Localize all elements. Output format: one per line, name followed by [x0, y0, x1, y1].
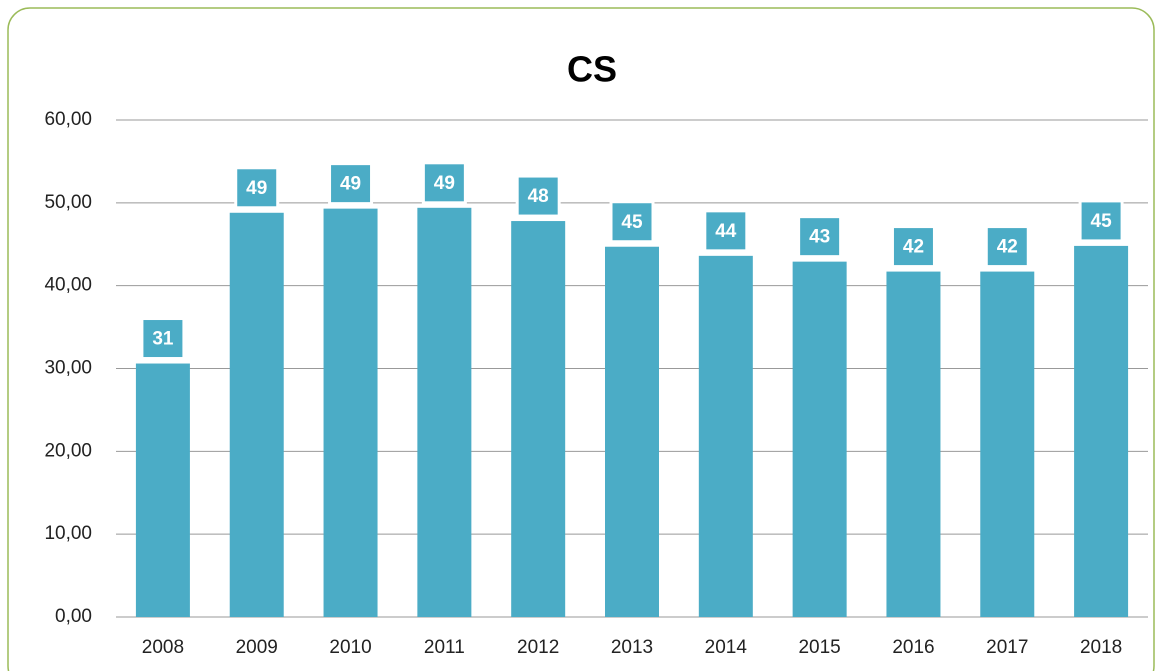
- x-tick-label: 2009: [236, 637, 278, 658]
- y-tick-label: 60,00: [44, 109, 92, 130]
- x-tick-label: 2012: [517, 637, 559, 658]
- value-label-box: [140, 317, 186, 361]
- value-label: 45: [621, 212, 643, 233]
- value-label-box: [797, 215, 843, 259]
- value-label: 48: [528, 186, 549, 207]
- value-label: 49: [246, 178, 267, 199]
- bar: [135, 363, 190, 617]
- bar: [417, 207, 472, 617]
- value-label: 42: [903, 237, 924, 258]
- value-label-box: [515, 174, 561, 218]
- bar: [698, 255, 753, 617]
- value-label-box: [421, 161, 467, 205]
- bar: [511, 221, 566, 617]
- y-tick-label: 40,00: [44, 275, 92, 296]
- x-tick-label: 2011: [424, 637, 465, 658]
- bar: [323, 208, 378, 618]
- x-tick-label: 2013: [611, 637, 653, 658]
- value-label: 31: [152, 329, 174, 350]
- bar: [980, 271, 1035, 617]
- x-tick-label: 2010: [329, 637, 371, 658]
- value-label-box: [703, 209, 749, 253]
- chart-border: [7, 7, 1155, 671]
- x-tick-label: 2015: [798, 637, 840, 658]
- y-tick-label: 10,00: [44, 523, 92, 544]
- value-label: 45: [1091, 211, 1113, 232]
- y-tick-label: 20,00: [44, 440, 92, 461]
- x-tick-label: 2014: [705, 637, 748, 658]
- value-label-box: [984, 225, 1030, 269]
- value-label-box: [609, 200, 655, 244]
- bar: [229, 212, 284, 618]
- bar: [1074, 245, 1129, 617]
- value-label-box: [1078, 199, 1124, 243]
- y-tick-label: 30,00: [44, 358, 92, 379]
- value-label: 42: [997, 237, 1018, 258]
- value-label: 49: [434, 173, 455, 194]
- y-tick-label: 0,00: [55, 606, 92, 627]
- x-tick-label: 2017: [986, 637, 1028, 658]
- bar: [886, 271, 941, 617]
- x-tick-label: 2018: [1080, 637, 1122, 658]
- value-label: 44: [715, 221, 737, 242]
- bar: [605, 246, 659, 618]
- x-tick-label: 2016: [892, 637, 934, 658]
- value-label-box: [890, 225, 936, 269]
- value-label-box: [328, 162, 374, 206]
- bar: [792, 261, 847, 617]
- y-tick-label: 50,00: [44, 192, 92, 213]
- value-label: 43: [809, 227, 830, 248]
- value-label-box: [234, 166, 280, 210]
- value-label: 49: [340, 174, 361, 195]
- chart-title: CS: [567, 49, 617, 90]
- x-tick-label: 2008: [142, 637, 184, 658]
